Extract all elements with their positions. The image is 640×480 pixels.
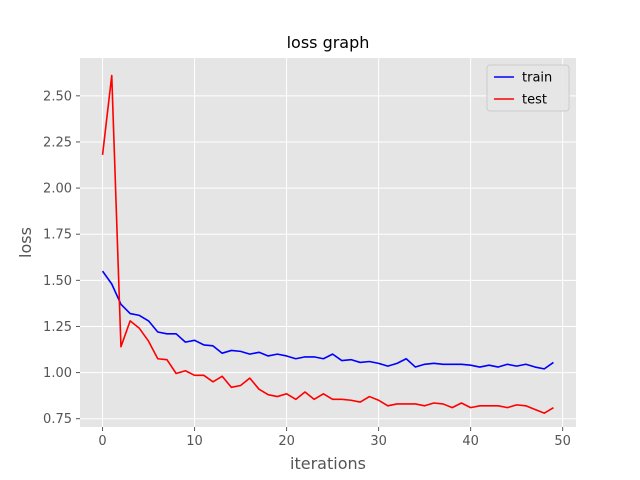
x-tick-label: 10: [186, 434, 203, 449]
chart-title: loss graph: [287, 33, 370, 52]
x-tick-label: 40: [462, 434, 479, 449]
y-tick-label: 0.75: [43, 412, 72, 427]
series-line-train: [101, 270, 554, 370]
y-tick-label: 1.50: [43, 274, 72, 289]
y-tick-label: 1.00: [43, 366, 72, 381]
series-line-test: [101, 74, 554, 414]
legend-label-train: train: [522, 71, 552, 86]
x-axis-label: iterations: [290, 454, 366, 473]
x-tick-label: 30: [370, 434, 387, 449]
y-tick-label: 2.00: [43, 182, 72, 197]
y-tick-label: 1.25: [43, 320, 72, 335]
x-tick-label: 0: [98, 434, 106, 449]
legend-label-test: test: [522, 93, 547, 108]
x-tick-label: 50: [554, 434, 571, 449]
y-tick-label: 2.25: [43, 135, 72, 150]
plot-area: [80, 58, 576, 427]
y-tick-label: 2.50: [43, 89, 72, 104]
axis-ticks: 0 10 20 30 40 50 0.75 1.00 1.25 1.50 1.75 2.00 2.25 2…: [43, 89, 571, 449]
legend: train test: [486, 64, 570, 112]
y-tick-label: 1.75: [43, 228, 72, 243]
x-tick-label: 20: [278, 434, 295, 449]
series-lines: [101, 74, 554, 414]
y-axis-label: loss: [16, 227, 35, 258]
grid: [80, 58, 576, 427]
